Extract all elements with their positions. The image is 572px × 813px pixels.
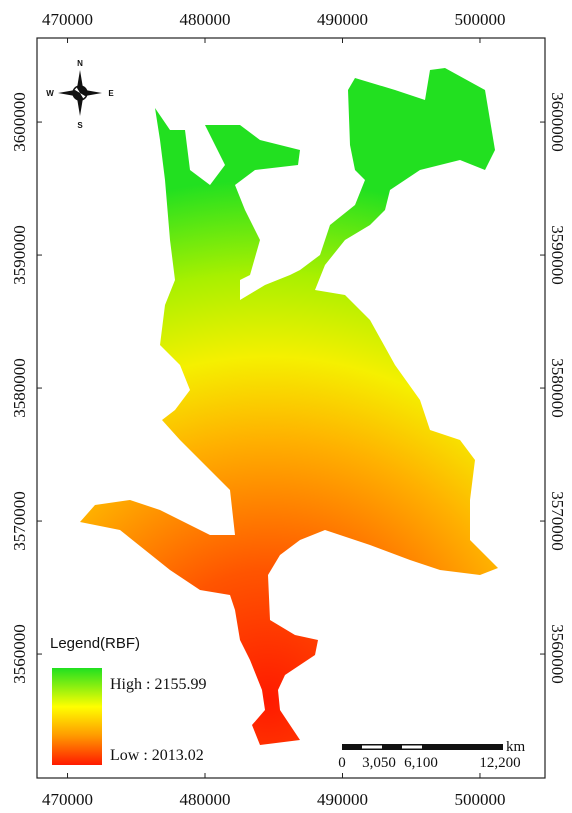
y-tick-label: 3560000: [548, 624, 567, 684]
x-tick-label: 480000: [180, 790, 231, 809]
y-tick-label: 3560000: [10, 624, 29, 684]
y-tick-label: 3580000: [548, 358, 567, 418]
scale-bar: km 0 3,050 6,100 12,200: [338, 739, 525, 771]
x-tick-label: 490000: [317, 790, 368, 809]
legend-low: Low : 2013.02: [110, 747, 204, 764]
x-tick-label: 500000: [454, 790, 505, 809]
y-tick-label: 3600000: [548, 92, 567, 151]
scale-label: 6,100: [404, 755, 438, 771]
y-tick-label: 3600000: [10, 92, 29, 151]
compass: N S W E: [46, 59, 114, 130]
y-tick-label: 3570000: [548, 491, 567, 551]
y-tick-label: 3580000: [10, 358, 29, 418]
x-tick-label: 500000: [454, 10, 505, 29]
scale-unit: km: [506, 739, 526, 755]
legend-ramp: [52, 668, 102, 765]
legend: Legend(RBF) High : 2155.99 Low : 2013.02: [50, 635, 206, 765]
compass-w: W: [46, 89, 54, 98]
x-tick-label: 470000: [42, 790, 93, 809]
compass-e: E: [108, 89, 114, 98]
y-tick-label: 3590000: [548, 225, 567, 285]
compass-s: S: [77, 121, 83, 130]
scale-label: 0: [338, 755, 346, 771]
compass-n: N: [77, 59, 83, 68]
legend-title: Legend(RBF): [50, 635, 140, 652]
x-tick-label: 470000: [42, 10, 93, 29]
scale-label: 3,050: [362, 755, 396, 771]
interpolated-surface: [80, 68, 498, 745]
y-tick-label: 3570000: [10, 491, 29, 551]
x-tick-label: 490000: [317, 10, 368, 29]
y-tick-label: 3590000: [10, 225, 29, 285]
x-tick-label: 480000: [180, 10, 231, 29]
scale-label: 12,200: [479, 755, 520, 771]
legend-high: High : 2155.99: [110, 676, 206, 693]
